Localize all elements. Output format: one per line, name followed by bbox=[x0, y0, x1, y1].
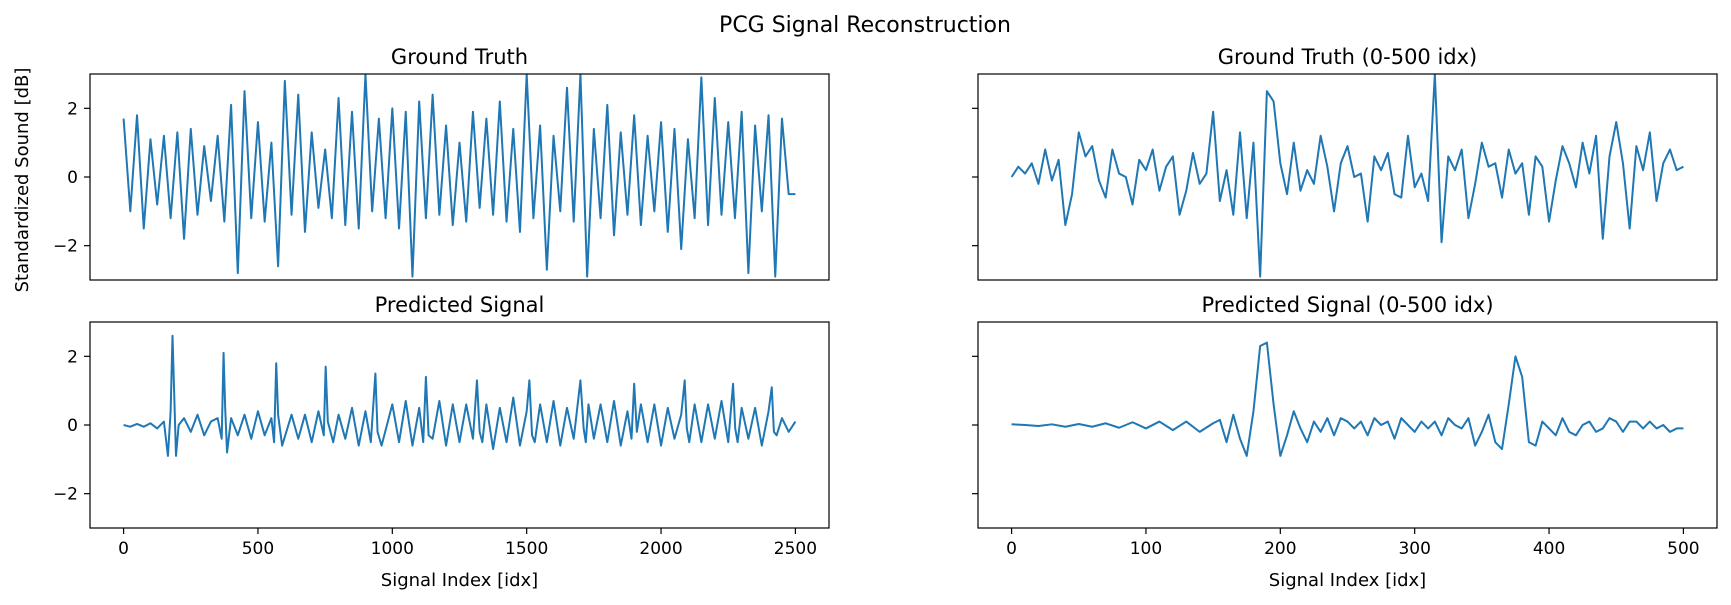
x-axis-label: Signal Index [idx] bbox=[1269, 570, 1426, 591]
subplot-3: −2 0 2 0 500 1000 1500 2000 2500 Predicted Signal… bbox=[53, 293, 830, 591]
x-tick-label: 0 bbox=[1006, 539, 1017, 559]
subplot-4: 0 100 200 300 400 500 Predicted Signal (0-500 … bbox=[972, 293, 1718, 591]
subplot-1: −2 0 2 Ground Truth bbox=[53, 45, 830, 281]
series-line-1 bbox=[123, 334, 797, 457]
series-line-1 bbox=[1011, 341, 1684, 457]
x-tick-label: 2000 bbox=[639, 539, 682, 559]
subplot-grid: −2 0 2 Ground Truth Ground Truth (0-500 idx)… bbox=[53, 45, 1718, 591]
x-tick-label: 400 bbox=[1533, 539, 1565, 559]
x-axis-label: Signal Index [idx] bbox=[381, 570, 538, 591]
x-tick-label: 300 bbox=[1398, 539, 1430, 559]
subplot-title: Ground Truth (0-500 idx) bbox=[1218, 45, 1478, 69]
y-tick-label: −2 bbox=[53, 485, 78, 505]
y-axis-label: Standardized Sound [dB] bbox=[12, 68, 33, 293]
x-tick-label: 500 bbox=[242, 539, 274, 559]
y-tick-label: 0 bbox=[67, 168, 78, 188]
x-tick-label: 1500 bbox=[505, 539, 548, 559]
subplot-title: Ground Truth bbox=[391, 45, 528, 69]
y-tick-label: 2 bbox=[67, 99, 78, 119]
subplot-title: Predicted Signal bbox=[375, 293, 545, 317]
x-tick-label: 1000 bbox=[371, 539, 414, 559]
series-line-1 bbox=[1010, 74, 1684, 278]
figure-title: PCG Signal Reconstruction bbox=[719, 13, 1011, 38]
x-tick-label: 2500 bbox=[774, 539, 817, 559]
x-tick-label: 0 bbox=[118, 539, 129, 559]
subplot-title: Predicted Signal (0-500 idx) bbox=[1201, 293, 1493, 317]
subplot-2: Ground Truth (0-500 idx) bbox=[972, 45, 1718, 281]
y-tick-label: −2 bbox=[53, 237, 78, 257]
x-tick-label: 100 bbox=[1130, 539, 1162, 559]
y-tick-label: 0 bbox=[67, 416, 78, 436]
series-line-1 bbox=[122, 74, 796, 278]
x-tick-label: 200 bbox=[1264, 539, 1296, 559]
x-tick-label: 500 bbox=[1667, 539, 1699, 559]
y-tick-label: 2 bbox=[67, 347, 78, 367]
